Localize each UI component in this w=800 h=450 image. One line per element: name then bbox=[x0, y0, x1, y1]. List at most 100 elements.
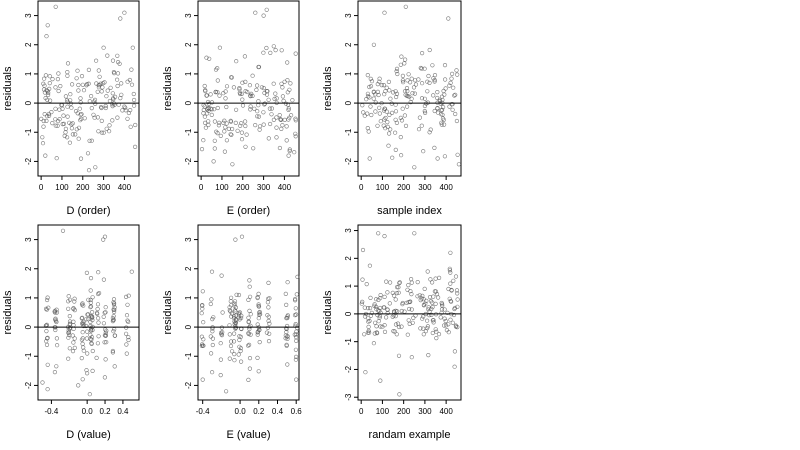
data-point bbox=[267, 321, 272, 326]
data-point bbox=[373, 320, 378, 325]
data-point bbox=[89, 138, 94, 143]
data-point bbox=[420, 50, 425, 56]
x-tick-label: 0 bbox=[199, 183, 204, 192]
data-point bbox=[419, 123, 424, 128]
data-point bbox=[293, 134, 298, 139]
data-point bbox=[232, 299, 238, 304]
data-point bbox=[79, 356, 84, 361]
data-point bbox=[248, 107, 253, 112]
data-point bbox=[111, 302, 117, 307]
data-point bbox=[53, 123, 58, 128]
data-point bbox=[399, 153, 404, 158]
data-point bbox=[208, 334, 213, 339]
data-point bbox=[387, 131, 392, 136]
data-point bbox=[428, 277, 433, 282]
data-point bbox=[425, 89, 430, 94]
data-point bbox=[248, 323, 253, 329]
y-axis-label: residuals bbox=[322, 290, 334, 335]
data-point bbox=[393, 130, 398, 135]
data-point bbox=[366, 129, 371, 134]
data-point bbox=[256, 304, 262, 309]
data-point bbox=[447, 104, 452, 109]
data-point bbox=[284, 124, 289, 129]
data-point bbox=[293, 297, 298, 302]
data-point bbox=[84, 371, 90, 376]
data-point bbox=[379, 82, 384, 88]
data-point bbox=[360, 277, 365, 282]
data-point bbox=[99, 89, 104, 94]
data-point bbox=[287, 147, 292, 152]
data-point bbox=[413, 82, 419, 87]
data-point bbox=[367, 318, 372, 324]
data-point bbox=[362, 314, 368, 319]
data-point bbox=[368, 295, 373, 301]
data-point bbox=[110, 348, 115, 354]
data-point bbox=[90, 348, 95, 354]
data-point bbox=[376, 231, 381, 236]
data-point bbox=[115, 83, 120, 89]
data-point bbox=[368, 76, 373, 81]
data-point bbox=[373, 109, 378, 114]
data-point bbox=[284, 138, 289, 143]
y-tick-label: 1 bbox=[184, 71, 193, 76]
data-point bbox=[254, 87, 259, 92]
data-point bbox=[257, 328, 262, 333]
data-point bbox=[120, 108, 125, 113]
data-point bbox=[382, 10, 387, 15]
data-point bbox=[208, 92, 213, 97]
x-tick-label: 300 bbox=[418, 183, 432, 192]
data-point bbox=[281, 98, 286, 103]
data-point bbox=[203, 88, 208, 93]
data-point bbox=[69, 122, 74, 127]
data-point bbox=[133, 122, 138, 128]
data-point bbox=[218, 357, 223, 362]
plot-frame bbox=[197, 224, 300, 401]
data-point bbox=[55, 118, 61, 124]
data-point bbox=[246, 319, 251, 324]
data-point bbox=[118, 95, 123, 101]
data-point bbox=[104, 340, 109, 345]
data-point bbox=[218, 341, 223, 346]
data-point bbox=[430, 305, 435, 310]
data-point bbox=[91, 112, 96, 117]
data-point bbox=[283, 101, 289, 106]
y-tick-label: 0 bbox=[24, 324, 33, 329]
data-point bbox=[209, 112, 214, 117]
data-point bbox=[439, 120, 444, 125]
data-point bbox=[133, 144, 138, 149]
data-point bbox=[201, 343, 206, 348]
data-point bbox=[204, 55, 209, 60]
plot-frame bbox=[357, 224, 462, 401]
data-point bbox=[376, 297, 381, 303]
data-point bbox=[200, 303, 205, 308]
data-point bbox=[232, 352, 237, 357]
data-point bbox=[90, 368, 95, 374]
data-point bbox=[403, 123, 409, 128]
data-point bbox=[361, 110, 366, 115]
data-point bbox=[217, 120, 222, 125]
data-point bbox=[253, 122, 258, 128]
data-point bbox=[50, 76, 55, 82]
data-point bbox=[76, 383, 81, 388]
data-point bbox=[237, 85, 242, 91]
data-point bbox=[393, 117, 398, 122]
data-point bbox=[411, 315, 416, 321]
data-point bbox=[407, 306, 412, 312]
x-tick-label: 300 bbox=[418, 407, 432, 416]
data-point bbox=[114, 77, 120, 82]
data-point bbox=[368, 84, 374, 89]
y-tick-label: 2 bbox=[344, 42, 353, 47]
data-point bbox=[67, 297, 73, 302]
data-point bbox=[211, 159, 216, 164]
data-point bbox=[421, 303, 427, 308]
data-point bbox=[52, 370, 58, 375]
data-point bbox=[230, 349, 235, 354]
y-axis-label: residuals bbox=[2, 290, 14, 335]
data-point bbox=[209, 297, 214, 302]
data-point bbox=[45, 295, 50, 300]
data-point bbox=[246, 377, 251, 383]
data-point bbox=[248, 104, 253, 109]
data-point bbox=[294, 292, 299, 297]
data-point bbox=[215, 131, 220, 136]
